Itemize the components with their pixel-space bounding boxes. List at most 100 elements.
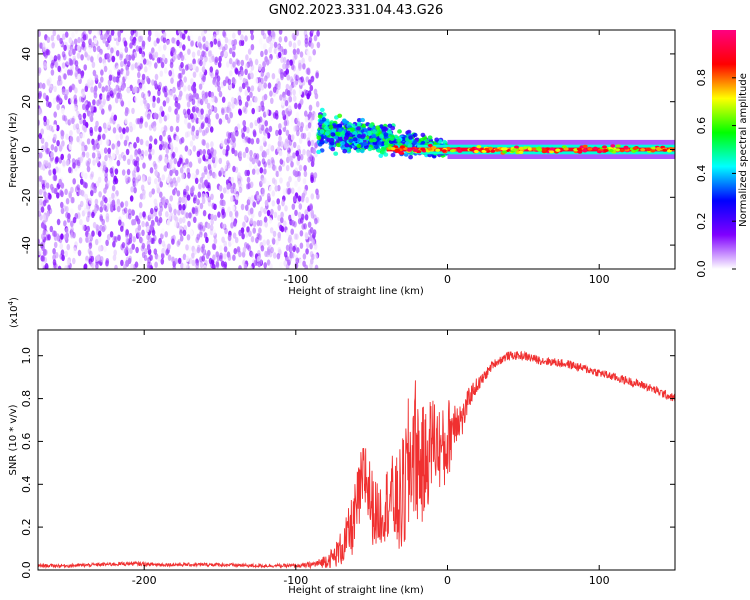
heat-cell bbox=[95, 156, 100, 164]
heat-cell bbox=[148, 124, 153, 131]
heat-cell bbox=[122, 153, 127, 160]
heat-cell bbox=[186, 108, 191, 115]
heat-cell bbox=[204, 97, 209, 105]
heat-cell bbox=[256, 219, 261, 227]
heat-cell bbox=[215, 30, 220, 36]
heat-cell bbox=[330, 146, 336, 152]
heat-cell bbox=[54, 146, 58, 153]
heat-cell bbox=[190, 40, 194, 47]
heat-cell bbox=[135, 118, 140, 125]
heat-cell bbox=[502, 147, 508, 151]
heat-cell bbox=[89, 126, 93, 134]
heat-cell bbox=[197, 157, 202, 164]
heat-cell bbox=[406, 129, 412, 135]
heat-cell bbox=[175, 125, 180, 133]
heat-cell bbox=[39, 163, 44, 170]
heat-cell bbox=[307, 140, 312, 147]
heat-cell bbox=[61, 88, 66, 95]
heat-cell bbox=[102, 195, 106, 202]
heat-cell bbox=[303, 165, 307, 172]
heat-cell bbox=[129, 195, 134, 202]
heat-cell bbox=[197, 35, 202, 43]
heat-cell bbox=[294, 117, 298, 125]
heat-cell bbox=[300, 213, 305, 220]
heat-cell bbox=[167, 243, 171, 250]
heat-cell bbox=[222, 31, 227, 39]
heat-cell bbox=[125, 212, 130, 219]
heat-cell bbox=[213, 106, 218, 114]
heat-cell bbox=[261, 158, 266, 165]
heat-cell bbox=[61, 114, 66, 121]
heat-cell bbox=[646, 147, 652, 152]
heat-cell bbox=[86, 215, 90, 223]
heat-cell bbox=[208, 207, 213, 214]
heat-cell bbox=[234, 210, 239, 217]
heat-cell bbox=[145, 75, 150, 83]
heat-cell bbox=[72, 48, 76, 55]
heat-cell bbox=[166, 219, 171, 226]
heat-cell bbox=[98, 126, 102, 133]
heat-cell bbox=[238, 39, 243, 47]
y-tick-label: 0.4 bbox=[20, 476, 33, 494]
heat-cell bbox=[512, 148, 518, 152]
heat-cell bbox=[194, 206, 198, 213]
heat-cell bbox=[324, 125, 329, 131]
heat-cell bbox=[337, 123, 343, 128]
heat-cell bbox=[244, 101, 249, 108]
heat-cell bbox=[205, 127, 209, 134]
heat-cell bbox=[522, 146, 528, 150]
heat-cell bbox=[247, 137, 252, 144]
heat-cell bbox=[306, 50, 311, 57]
heat-cell bbox=[290, 120, 295, 127]
heat-cell bbox=[204, 193, 208, 200]
heat-cell bbox=[204, 179, 209, 186]
heat-cell bbox=[77, 249, 82, 257]
heat-cell bbox=[243, 125, 247, 132]
heat-cell bbox=[94, 74, 99, 81]
heat-cell bbox=[255, 137, 260, 145]
heat-cell bbox=[98, 56, 103, 64]
heat-cell bbox=[246, 169, 250, 177]
heat-cell bbox=[183, 188, 187, 196]
heat-cell bbox=[212, 229, 217, 236]
heat-cell bbox=[93, 143, 97, 150]
heat-cell bbox=[135, 246, 139, 254]
heat-cell bbox=[152, 101, 156, 109]
heat-cell bbox=[97, 230, 102, 237]
heat-cell bbox=[174, 96, 179, 104]
heat-cell bbox=[191, 252, 195, 259]
heat-cell bbox=[250, 181, 254, 188]
heat-cell bbox=[114, 62, 119, 69]
heat-cell bbox=[65, 206, 69, 213]
heat-cell bbox=[218, 185, 223, 192]
heat-cell bbox=[114, 264, 118, 269]
heat-cell bbox=[63, 205, 67, 212]
heat-cell bbox=[229, 211, 233, 218]
heat-cell bbox=[260, 50, 264, 58]
heat-cell bbox=[389, 136, 395, 141]
heat-cell bbox=[265, 59, 270, 66]
heat-cell bbox=[108, 159, 113, 166]
heat-cell bbox=[162, 130, 166, 137]
heat-cell bbox=[311, 239, 315, 246]
heat-cell bbox=[97, 236, 102, 243]
heat-cell bbox=[218, 55, 222, 63]
heat-cell bbox=[144, 66, 148, 73]
heat-cell bbox=[117, 92, 121, 99]
heat-cell bbox=[179, 229, 183, 236]
heat-cell bbox=[191, 51, 196, 58]
heat-cell bbox=[297, 218, 302, 225]
heat-cell bbox=[139, 122, 143, 129]
heat-cell bbox=[191, 134, 196, 141]
heat-cell bbox=[46, 36, 51, 43]
heat-cell bbox=[230, 96, 235, 104]
heat-cell bbox=[65, 198, 70, 205]
heat-cell bbox=[277, 234, 282, 242]
heat-cell bbox=[254, 77, 259, 85]
heat-cell bbox=[291, 32, 296, 40]
heat-cell bbox=[195, 66, 199, 73]
heat-cell bbox=[308, 104, 313, 112]
heat-cell bbox=[274, 110, 279, 117]
heat-cell bbox=[227, 117, 231, 124]
heat-cell bbox=[288, 139, 293, 146]
